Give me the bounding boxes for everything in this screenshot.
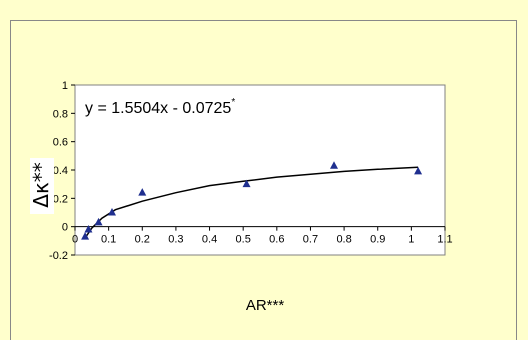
data-point [138, 188, 147, 196]
data-point [94, 217, 103, 226]
x-tick-label: 0.6 [269, 234, 284, 246]
y-tick-label: 0.4 [53, 165, 68, 177]
data-point [108, 208, 116, 216]
y-tick-label: -0.2 [49, 250, 68, 262]
ticks-layer: 0 0.1 0.2 0.3 0.4 0.5 0.6 0.7 0.8 0.9 1 1.1 -0.2 0 0.2… [49, 80, 453, 262]
y-tick-label: 0 [62, 222, 68, 234]
y-tick-label: 0.6 [53, 137, 68, 149]
trendline-layer [84, 166, 419, 239]
equation-footnote-mark: * [231, 97, 235, 108]
x-tick-label: 0.2 [135, 234, 150, 246]
data-point [242, 179, 251, 188]
points-layer [81, 161, 423, 240]
x-tick-label: 0.5 [236, 234, 251, 246]
x-tick-label: 0.3 [168, 234, 183, 246]
data-point [84, 225, 93, 233]
x-axis-title: AR*** [246, 297, 285, 314]
y-axis-title-background [30, 158, 54, 214]
trendline-equation-text: y = 1.5504x - 0.0725 [85, 100, 231, 117]
x-tick-label: 0.7 [303, 234, 318, 246]
x-tick-label: 0.1 [101, 234, 116, 246]
trendline [84, 166, 419, 239]
x-tick-label: 1.1 [437, 234, 452, 246]
trendline-equation: y = 1.5504x - 0.0725* [85, 97, 235, 117]
x-tick-label: 0 [72, 234, 78, 246]
y-tick-label: 1 [62, 80, 68, 92]
x-tick-label: 0.9 [370, 234, 385, 246]
x-tick-label: 0.4 [202, 234, 217, 246]
y-tick-label: 0.2 [53, 193, 68, 205]
x-tick-label: 1 [408, 234, 414, 246]
chart-frame [10, 20, 517, 340]
y-tick-label: 0.8 [53, 108, 68, 120]
data-point [414, 166, 423, 175]
data-point [81, 232, 90, 240]
x-tick-label: 0.8 [336, 234, 351, 246]
y-axis-title: Δκ** [29, 162, 53, 207]
data-point [330, 161, 338, 169]
